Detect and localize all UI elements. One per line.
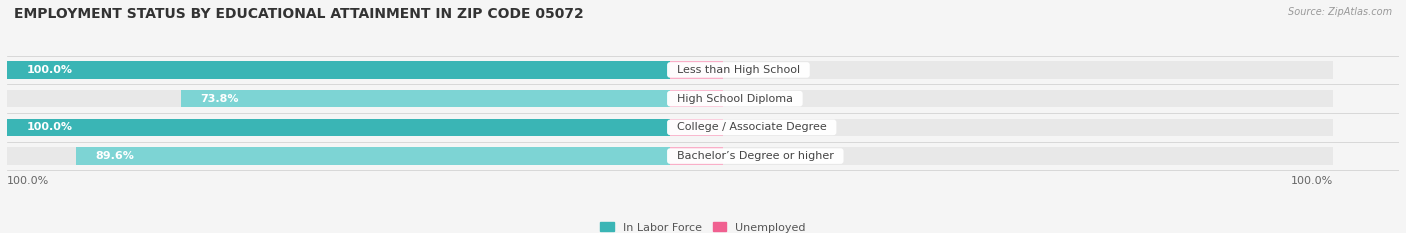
Bar bbox=[7, 90, 1333, 107]
Bar bbox=[669, 147, 676, 165]
Text: 89.6%: 89.6% bbox=[96, 151, 135, 161]
Bar bbox=[7, 147, 1333, 165]
Text: 73.8%: 73.8% bbox=[201, 94, 239, 104]
Text: College / Associate Degree: College / Associate Degree bbox=[669, 122, 834, 132]
Bar bbox=[7, 119, 669, 136]
Text: EMPLOYMENT STATUS BY EDUCATIONAL ATTAINMENT IN ZIP CODE 05072: EMPLOYMENT STATUS BY EDUCATIONAL ATTAINM… bbox=[14, 7, 583, 21]
Bar bbox=[7, 61, 1333, 79]
Text: Bachelor’s Degree or higher: Bachelor’s Degree or higher bbox=[669, 151, 841, 161]
Text: 100.0%: 100.0% bbox=[1291, 176, 1333, 186]
Bar bbox=[7, 61, 669, 79]
Text: 100.0%: 100.0% bbox=[7, 176, 49, 186]
Bar bbox=[669, 90, 723, 107]
Bar bbox=[76, 147, 669, 165]
Bar bbox=[669, 147, 723, 165]
Bar bbox=[669, 61, 723, 79]
Text: 0.0%: 0.0% bbox=[742, 65, 770, 75]
Bar bbox=[181, 90, 669, 107]
Text: 100.0%: 100.0% bbox=[27, 122, 73, 132]
Bar bbox=[7, 119, 1333, 136]
Text: Less than High School: Less than High School bbox=[669, 65, 807, 75]
Text: 0.0%: 0.0% bbox=[742, 94, 770, 104]
Bar bbox=[669, 119, 723, 136]
Text: 0.0%: 0.0% bbox=[742, 122, 770, 132]
Text: 0.9%: 0.9% bbox=[742, 151, 770, 161]
Legend: In Labor Force, Unemployed: In Labor Force, Unemployed bbox=[596, 218, 810, 233]
Text: 100.0%: 100.0% bbox=[27, 65, 73, 75]
Text: Source: ZipAtlas.com: Source: ZipAtlas.com bbox=[1288, 7, 1392, 17]
Text: High School Diploma: High School Diploma bbox=[669, 94, 800, 104]
